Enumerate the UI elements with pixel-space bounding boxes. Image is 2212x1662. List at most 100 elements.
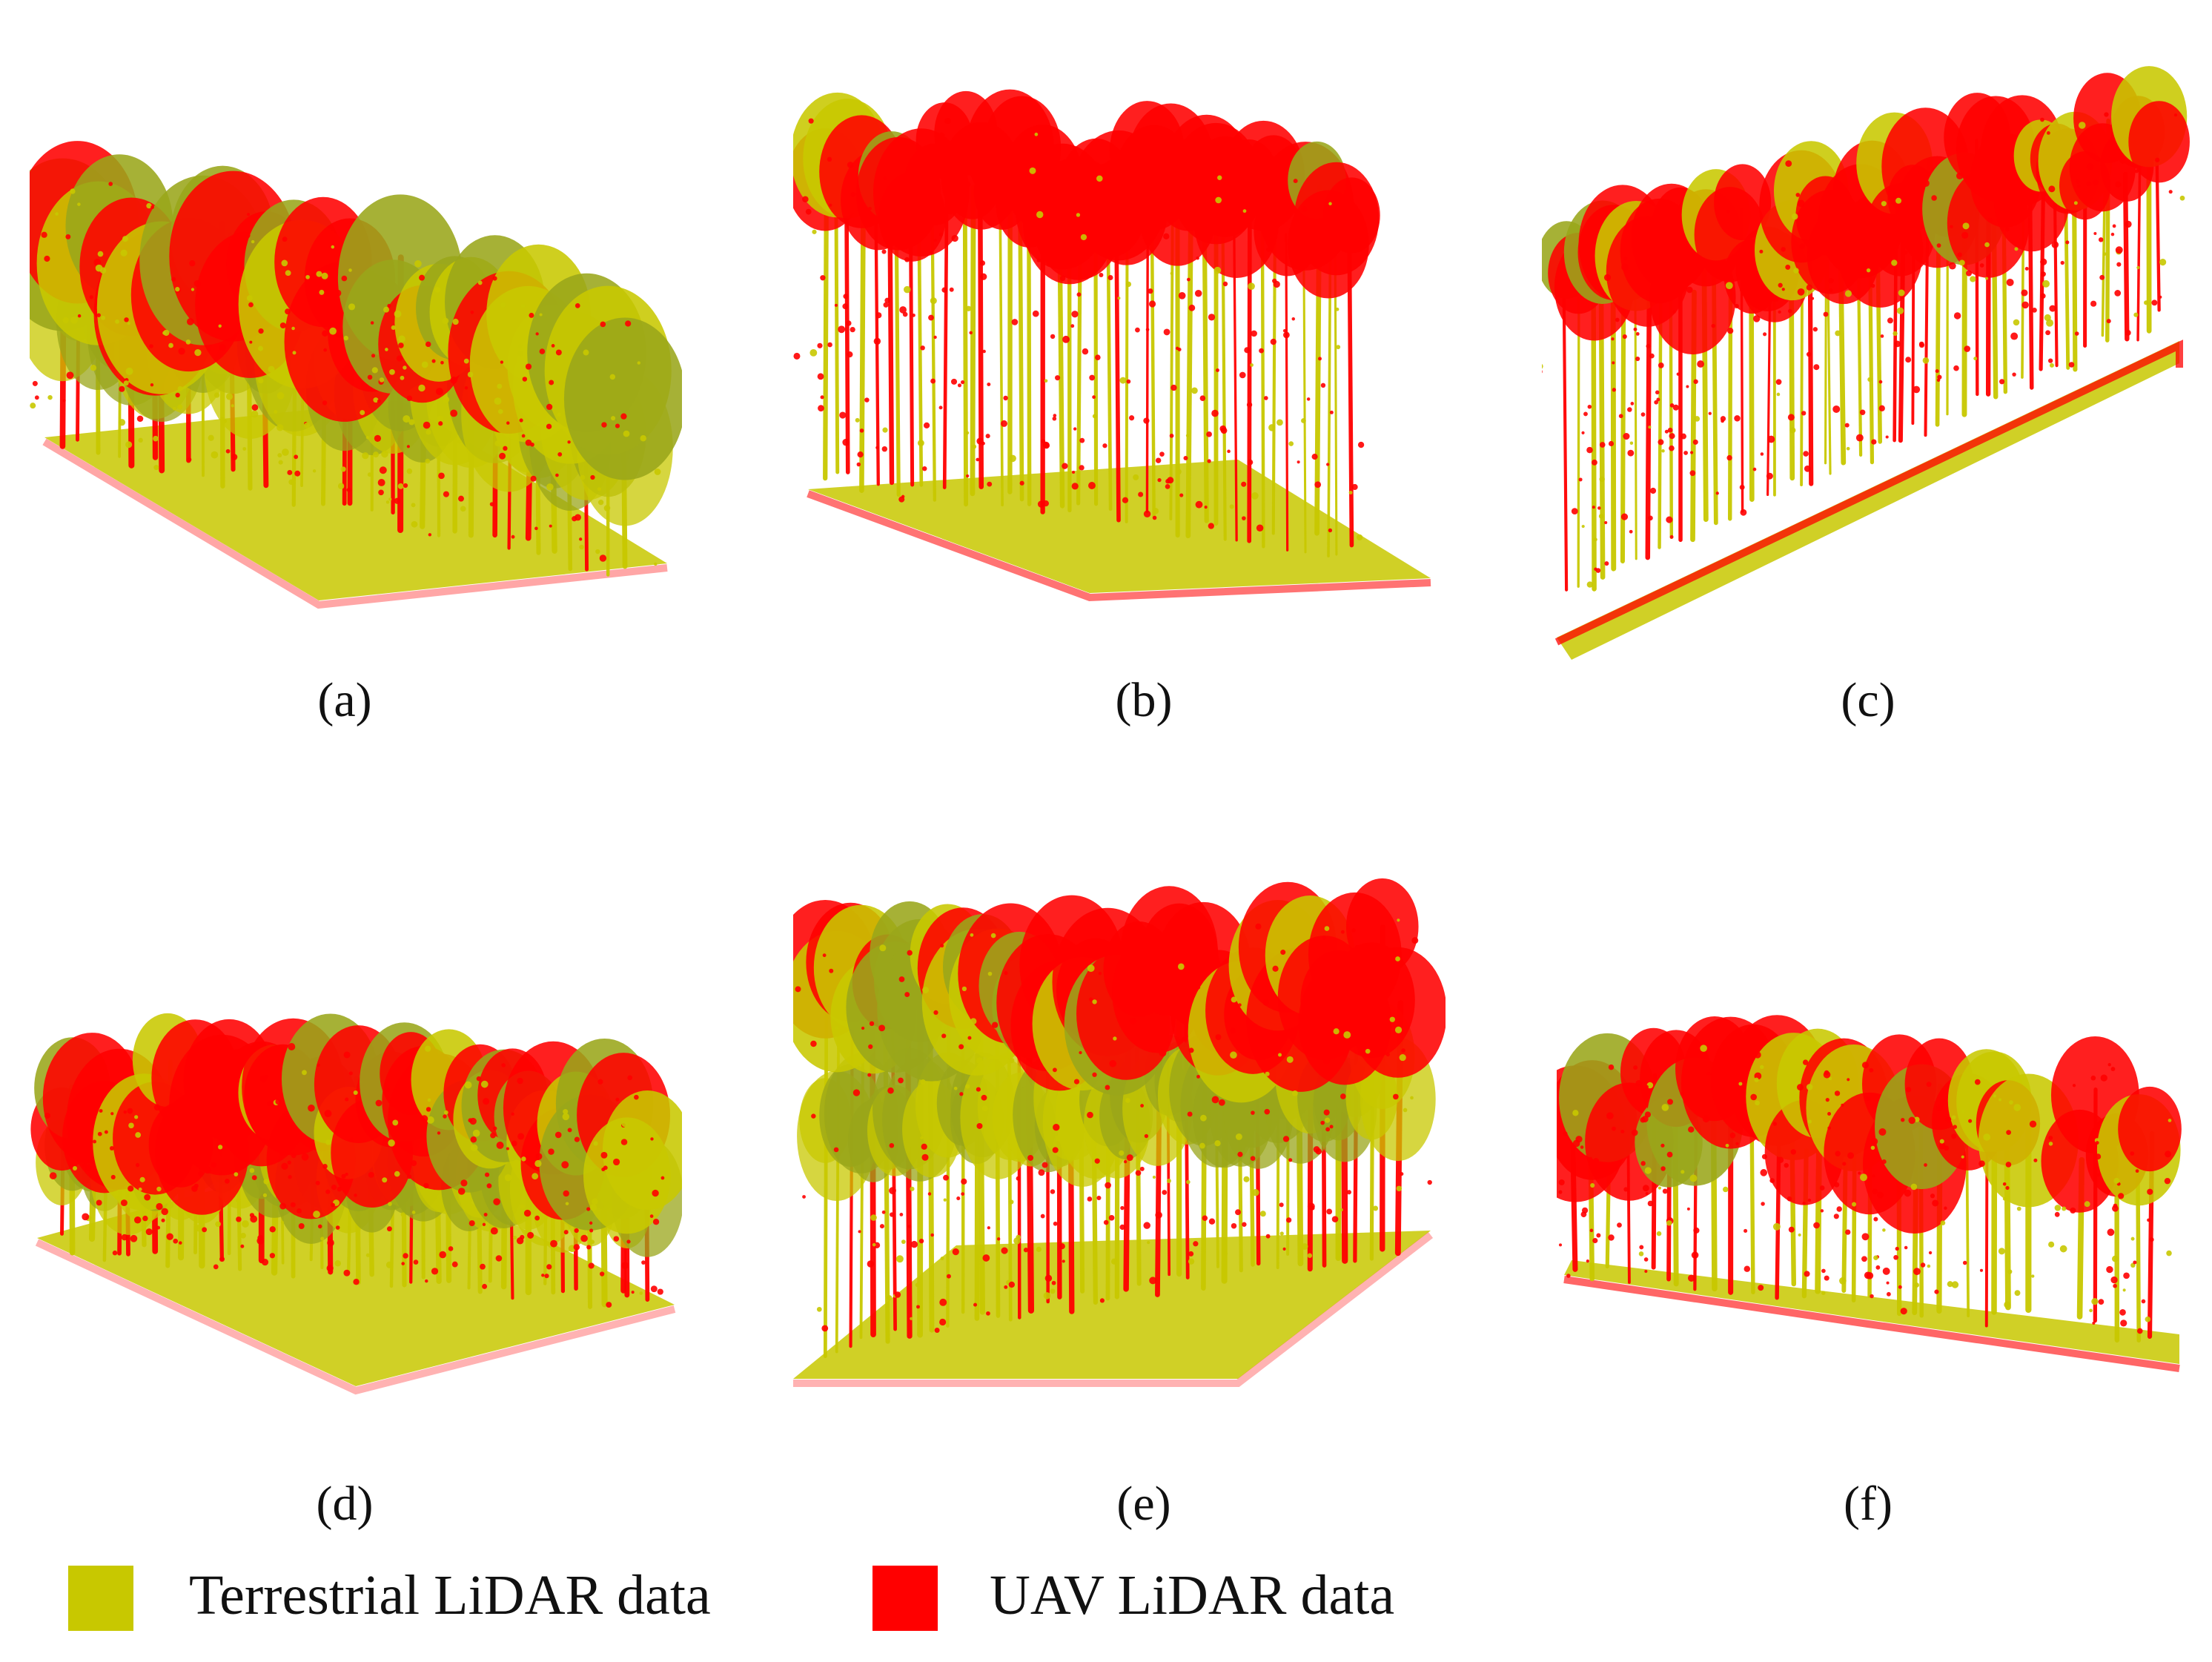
- point-sample: [966, 474, 970, 478]
- point-sample: [367, 472, 372, 477]
- point-sample: [1042, 441, 1050, 448]
- point-sample: [2145, 1316, 2151, 1322]
- point-sample: [135, 1162, 140, 1168]
- point-sample: [379, 466, 387, 474]
- point-sample: [2048, 185, 2056, 193]
- point-sample: [1282, 1136, 1290, 1142]
- point-sample: [96, 313, 101, 317]
- point-sample: [1767, 435, 1775, 443]
- point-sample: [161, 1208, 169, 1216]
- point-sample: [279, 1202, 287, 1210]
- point-sample: [1752, 315, 1761, 322]
- point-sample: [486, 1183, 492, 1189]
- point-sample: [2004, 1301, 2011, 1308]
- point-sample: [119, 385, 125, 392]
- point-sample: [957, 383, 962, 388]
- point-sample: [2112, 1205, 2119, 1212]
- point-sample: [163, 329, 170, 337]
- point-sample: [1846, 446, 1850, 451]
- point-sample: [1558, 1190, 1563, 1194]
- point-sample: [125, 441, 133, 448]
- point-sample: [517, 350, 524, 357]
- point-sample: [2089, 1308, 2093, 1313]
- point-sample: [2021, 289, 2028, 297]
- point-sample: [1244, 347, 1251, 354]
- point-sample: [1071, 311, 1079, 318]
- point-sample: [1819, 244, 1827, 251]
- point-sample: [1870, 1294, 1874, 1299]
- point-sample: [1043, 175, 1047, 179]
- point-sample: [2046, 319, 2054, 327]
- point-sample: [1844, 290, 1852, 297]
- point-sample: [187, 318, 194, 325]
- point-sample: [281, 259, 288, 267]
- point-sample: [108, 182, 113, 186]
- point-sample: [503, 446, 508, 451]
- point-sample: [973, 1302, 978, 1307]
- point-sample: [834, 303, 838, 307]
- point-sample: [1702, 1115, 1710, 1123]
- point-sample: [316, 271, 322, 277]
- point-sample: [1744, 1228, 1748, 1234]
- point-sample: [1023, 1248, 1029, 1253]
- point-sample: [1658, 439, 1664, 446]
- point-sample: [1894, 340, 1901, 348]
- point-sample: [1958, 259, 1965, 266]
- point-sample: [2130, 1236, 2135, 1241]
- point-sample: [979, 260, 986, 266]
- point-sample: [451, 1261, 458, 1268]
- point-sample: [294, 454, 299, 460]
- point-sample: [1870, 283, 1875, 288]
- point-sample: [549, 524, 552, 528]
- point-sample: [530, 442, 534, 447]
- point-sample: [1329, 410, 1334, 414]
- point-sample: [621, 1262, 629, 1270]
- point-sample: [1117, 297, 1121, 300]
- point-sample: [482, 1222, 486, 1226]
- point-sample: [2013, 1104, 2021, 1111]
- point-sample: [378, 489, 384, 496]
- point-sample: [539, 313, 543, 317]
- point-sample: [2065, 240, 2070, 245]
- point-sample: [468, 1220, 475, 1227]
- point-sample: [1937, 374, 1942, 380]
- point-sample: [887, 1295, 893, 1301]
- point-sample: [1120, 1205, 1125, 1211]
- point-sample: [431, 359, 436, 363]
- point-sample: [1250, 363, 1254, 367]
- point-sample: [411, 1160, 417, 1167]
- point-sample: [956, 1196, 961, 1201]
- point-sample: [1365, 1030, 1371, 1035]
- point-sample: [258, 328, 264, 334]
- point-sample: [471, 1144, 478, 1151]
- point-sample: [1766, 472, 1773, 480]
- point-sample: [353, 1279, 360, 1285]
- point-sample: [1073, 1079, 1080, 1085]
- point-sample: [611, 416, 616, 421]
- point-sample: [1044, 379, 1048, 383]
- point-sample: [842, 303, 849, 310]
- point-sample: [1869, 1067, 1874, 1073]
- point-sample: [1202, 1215, 1208, 1221]
- point-sample: [539, 348, 546, 354]
- point-sample: [1583, 411, 1588, 417]
- point-sample: [1804, 1271, 1810, 1277]
- point-sample: [589, 1221, 593, 1225]
- point-sample: [1666, 516, 1673, 523]
- point-sample: [1385, 1052, 1390, 1057]
- point-sample: [1640, 1116, 1646, 1123]
- point-sample: [425, 1107, 431, 1112]
- point-sample: [1211, 1096, 1219, 1104]
- point-sample: [1052, 416, 1057, 421]
- point-sample: [239, 1056, 243, 1061]
- point-sample: [1802, 1059, 1809, 1065]
- point-sample: [1336, 345, 1341, 350]
- point-sample: [1320, 1013, 1327, 1019]
- point-cloud-f-svg: [1557, 1015, 2182, 1372]
- point-sample: [1687, 1274, 1695, 1282]
- point-sample: [2072, 1084, 2076, 1087]
- point-sample: [1950, 225, 1953, 228]
- point-sample: [1571, 508, 1578, 515]
- point-sample: [817, 342, 823, 348]
- point-sample: [268, 365, 275, 373]
